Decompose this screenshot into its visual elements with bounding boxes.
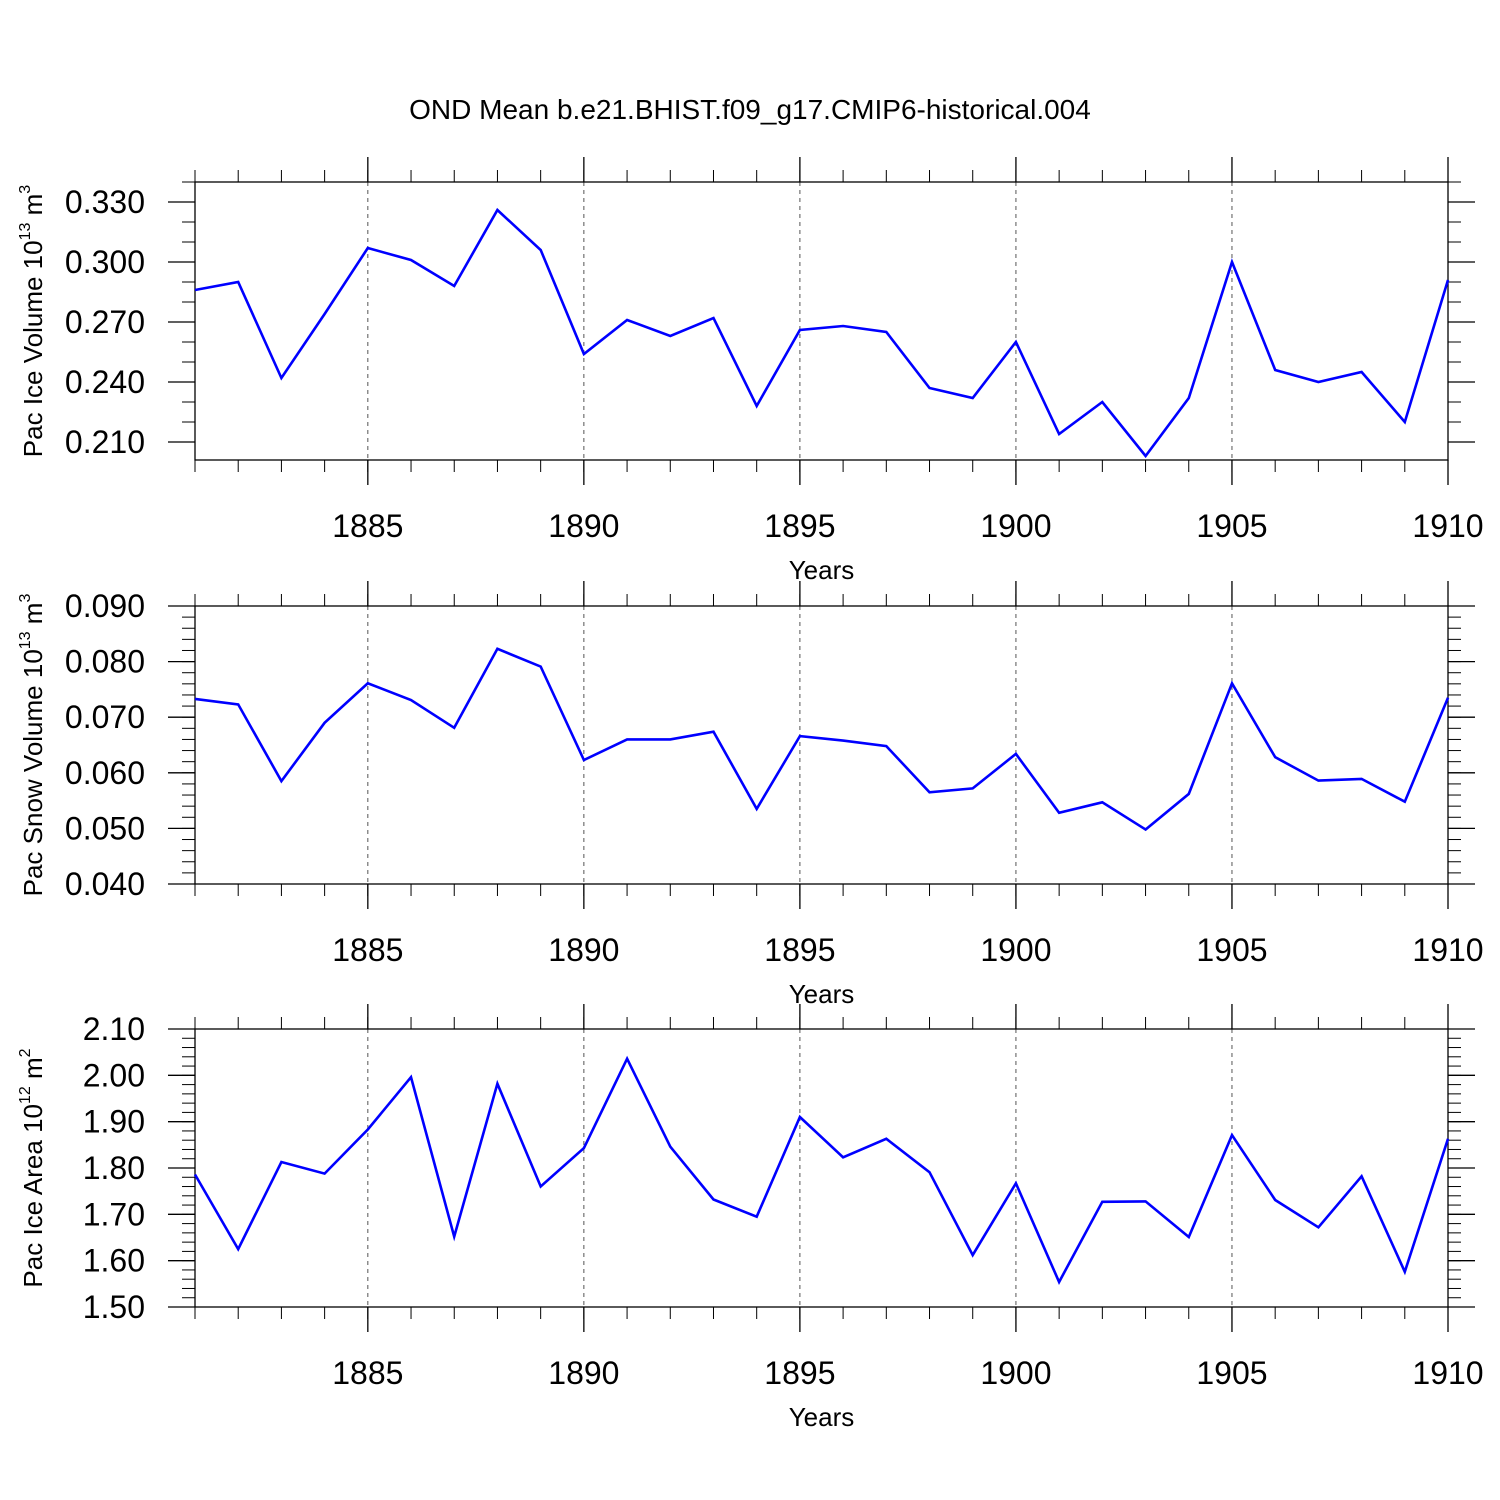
y-tick-label: 0.270	[65, 304, 145, 340]
panel-1: 1885 1890 1895 1900 1905 1910 0.210 0.240 0.270 0…	[17, 157, 1484, 585]
x-tick-label: 1905	[1196, 1355, 1267, 1391]
x-axis-label: Years	[789, 979, 855, 1009]
x-tick-label: 1895	[764, 932, 835, 968]
y-tick-label: 0.330	[65, 184, 145, 220]
x-axis-label: Years	[789, 555, 855, 585]
y-tick-label: 1.80	[83, 1150, 145, 1186]
figure-title: OND Mean b.e21.BHIST.f09_g17.CMIP6-histo…	[409, 94, 1091, 125]
x-tick-label: 1910	[1412, 932, 1483, 968]
series-line	[194, 647, 1450, 832]
x-tick-label: 1905	[1196, 508, 1267, 544]
y-axis-label: Pac Snow Volume 1013 m3	[17, 594, 48, 897]
y-tick-label: 1.90	[83, 1104, 145, 1140]
series-line	[193, 1055, 1450, 1285]
x-tick-label: 1910	[1412, 508, 1483, 544]
plot-frame	[194, 605, 1449, 885]
y-axis-label: Pac Ice Volume 1013 m3	[17, 185, 48, 458]
x-tick-label: 1890	[548, 508, 619, 544]
x-tick-label: 1885	[332, 932, 403, 968]
y-tick-label: 0.090	[65, 588, 145, 624]
y-tick-label: 1.60	[83, 1243, 145, 1279]
y-tick-label: 0.240	[65, 364, 145, 400]
y-tick-label: 2.00	[83, 1057, 145, 1093]
x-tick-label: 1910	[1412, 1355, 1483, 1391]
plot-frame	[194, 181, 1449, 461]
x-axis-label: Years	[789, 1402, 855, 1432]
y-tick-label: 0.070	[65, 699, 145, 735]
x-tick-label: 1895	[764, 508, 835, 544]
panel-3: 1885 1890 1895 1900 1905 1910 1.50 1.60 1.70 1.80…	[17, 1004, 1484, 1432]
y-tick-label: 2.10	[83, 1011, 145, 1047]
panel-2: 1885 1890 1895 1900 1905 1910 0.040 0.050 0.060 0…	[17, 581, 1484, 1009]
x-tick-label: 1895	[764, 1355, 835, 1391]
x-tick-label: 1890	[548, 1355, 619, 1391]
y-tick-label: 0.300	[65, 244, 145, 280]
y-tick-label: 0.060	[65, 755, 145, 791]
series-line	[194, 207, 1450, 459]
x-tick-label: 1905	[1196, 932, 1267, 968]
y-tick-label: 0.210	[65, 424, 145, 460]
y-tick-label: 0.040	[65, 866, 145, 902]
x-tick-label: 1885	[332, 508, 403, 544]
y-tick-label: 0.050	[65, 810, 145, 846]
panels: 1885 1890 1895 1900 1905 1910 0.210 0.240 0.270 0…	[17, 157, 1484, 1432]
y-tick-label: 1.70	[83, 1196, 145, 1232]
x-tick-label: 1900	[980, 1355, 1051, 1391]
plot-frame	[194, 1028, 1449, 1308]
x-tick-label: 1890	[548, 932, 619, 968]
x-tick-label: 1900	[980, 932, 1051, 968]
y-axis-label: Pac Ice Area 1012 m2	[17, 1048, 48, 1287]
y-tick-label: 0.080	[65, 644, 145, 680]
x-tick-label: 1900	[980, 508, 1051, 544]
x-tick-label: 1885	[332, 1355, 403, 1391]
y-tick-label: 1.50	[83, 1289, 145, 1325]
